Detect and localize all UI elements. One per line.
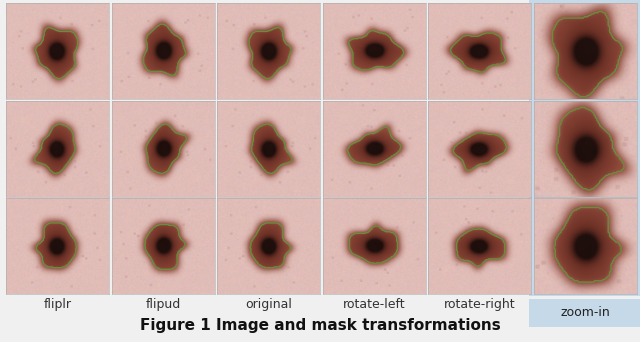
Text: rotate-right: rotate-right [444,298,516,311]
Text: flipud: flipud [146,298,181,311]
Text: fliplr: fliplr [44,298,72,311]
Text: zoom-in: zoom-in [561,306,610,319]
Text: Figure 1 Image and mask transformations: Figure 1 Image and mask transformations [140,318,500,333]
Text: original: original [245,298,292,311]
Text: rotate-left: rotate-left [343,298,406,311]
